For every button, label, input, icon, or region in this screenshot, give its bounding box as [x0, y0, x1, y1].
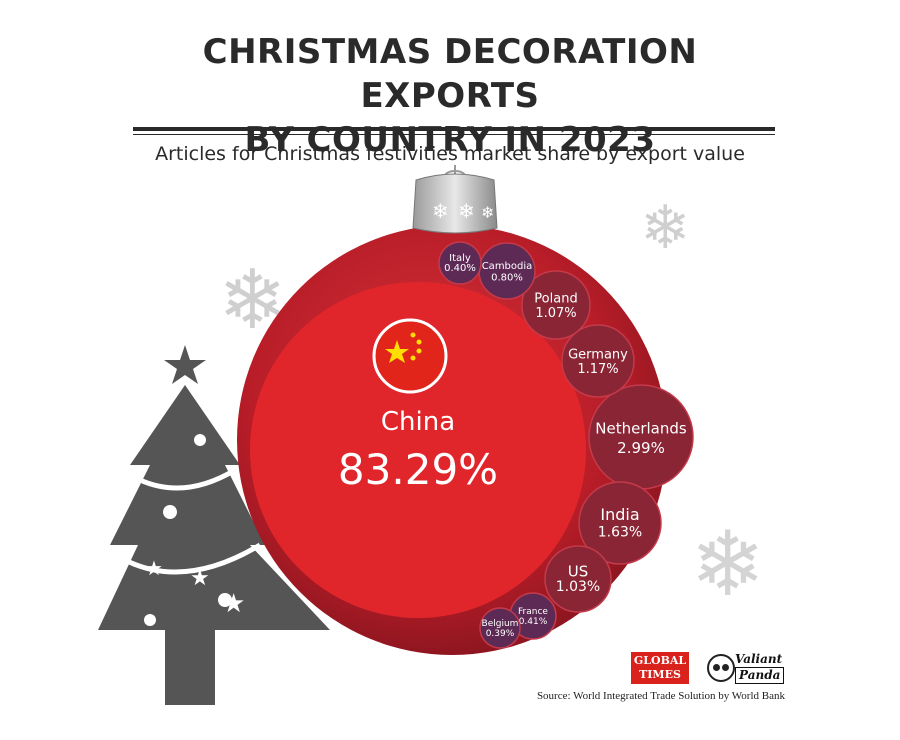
- bubble-value-italy: 0.40%: [444, 263, 476, 274]
- tree-star-small-icon: ★: [145, 556, 163, 580]
- tree-bauble-icon: [144, 614, 156, 626]
- bubble-value-cambodia: 0.80%: [491, 272, 523, 283]
- bubble-italy: [438, 241, 482, 285]
- chart-subtitle: Articles for Christmas festivities marke…: [155, 143, 745, 165]
- title-line-1: CHRISTMAS DECORATION EXPORTS: [202, 32, 698, 116]
- bubble-label-poland: Poland: [534, 291, 577, 306]
- bubble-label-china: China: [381, 407, 455, 437]
- svg-text:❄: ❄: [432, 199, 449, 223]
- tree-star-small-icon: ★: [190, 566, 210, 591]
- bubble-label-italy: Italy: [449, 253, 471, 264]
- tree-star-icon: [164, 345, 206, 384]
- global-times-logo: GLOBAL TIMES: [631, 652, 689, 684]
- bubble-value-netherlands: 2.99%: [617, 439, 665, 457]
- snowflake-icon: ❄: [690, 512, 765, 617]
- valiant-panda-line2: Panda: [735, 667, 785, 684]
- valiant-panda-logo: Valiant Panda: [707, 652, 785, 686]
- bubble-germany: [561, 324, 635, 398]
- tree-garland-2: [123, 542, 262, 575]
- title-line-2: BY COUNTRY IN 2023: [244, 120, 656, 160]
- bubble-india: [578, 481, 662, 565]
- bubble-label-cambodia: Cambodia: [482, 261, 533, 272]
- bubble-label-netherlands: Netherlands: [595, 419, 687, 437]
- tree-bauble-icon: [163, 505, 177, 519]
- svg-text:❄: ❄: [481, 203, 494, 222]
- bubble-belgium: [479, 607, 521, 649]
- bubble-value-germany: 1.17%: [577, 362, 618, 377]
- bubble-value-china: 83.29%: [338, 445, 498, 494]
- bubble-label-belgium: Belgium: [482, 619, 519, 629]
- china-flag-icon: [372, 318, 448, 394]
- bubble-label-india: India: [600, 505, 639, 524]
- tree-star-small-icon: ★: [222, 589, 245, 619]
- valiant-panda-line1: Valiant: [735, 652, 783, 666]
- title-rule-thin: [133, 134, 775, 135]
- bubble-poland: [521, 270, 591, 340]
- bubble-value-belgium: 0.39%: [486, 629, 515, 639]
- chart-title: CHRISTMAS DECORATION EXPORTS BY COUNTRY …: [120, 30, 780, 162]
- bubble-us: [544, 545, 612, 613]
- tree-bauble-icon: [218, 593, 232, 607]
- source-note: Source: World Integrated Trade Solution …: [536, 690, 785, 702]
- bubble-label-france: France: [518, 607, 548, 617]
- bubble-value-france: 0.41%: [519, 617, 548, 627]
- christmas-tree-icon: ★ ★ ★: [98, 345, 330, 705]
- snowflake-icon: ❄: [640, 193, 690, 263]
- tree-garland-1: [138, 467, 237, 491]
- bubble-label-us: US: [568, 562, 589, 580]
- global-times-logo-line1: GLOBAL: [633, 654, 687, 667]
- bubble-value-poland: 1.07%: [535, 306, 576, 321]
- bubble-label-germany: Germany: [568, 347, 628, 362]
- tree-body: [98, 385, 330, 705]
- panda-icon: [707, 654, 735, 682]
- global-times-logo-line2: TIMES: [639, 668, 681, 681]
- ornament-cap-icon: ❄ ❄ ❄: [412, 165, 498, 234]
- svg-text:❄: ❄: [458, 199, 475, 223]
- publisher-logos: GLOBAL TIMES Valiant Panda: [631, 652, 791, 688]
- bubble-value-india: 1.63%: [598, 525, 642, 541]
- title-rule-thick: [133, 127, 775, 131]
- bubble-china: [250, 282, 586, 618]
- bubble-value-us: 1.03%: [556, 579, 600, 595]
- tree-bauble-icon: [194, 434, 206, 446]
